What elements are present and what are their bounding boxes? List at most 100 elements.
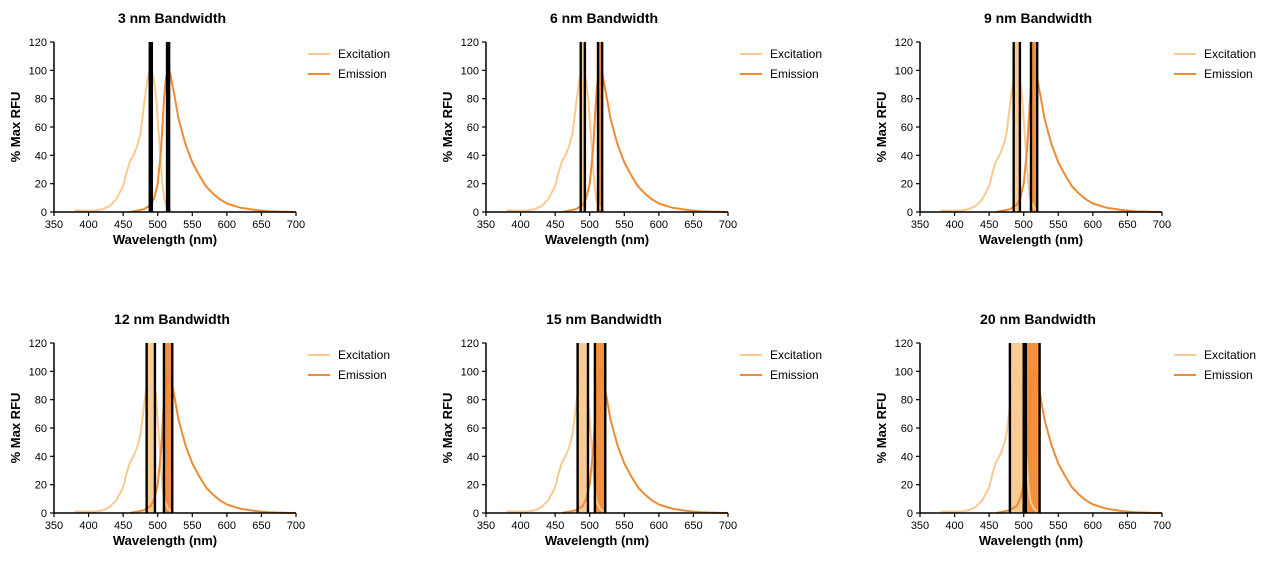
x-axis-label: Wavelength (nm) (545, 232, 649, 247)
x-tick-label: 550 (615, 219, 633, 231)
legend-emission-label: Emission (770, 368, 819, 382)
y-tick-label: 40 (901, 150, 913, 162)
y-tick-label: 0 (907, 207, 913, 219)
y-tick-label: 100 (895, 65, 913, 77)
chart-panel-20nm: 20 nm Bandwidth 350 400 450 500 550 600 650 700 0… (866, 301, 1262, 578)
x-tick-label: 700 (719, 520, 737, 532)
x-tick-label: 350 (45, 219, 63, 231)
y-tick-label: 120 (895, 338, 913, 350)
chart-title: 15 nm Bandwidth (546, 311, 662, 327)
y-tick-label: 0 (473, 207, 479, 219)
y-tick-label: 100 (895, 366, 913, 378)
x-tick-label: 600 (650, 520, 668, 532)
y-tick-label: 80 (35, 395, 47, 407)
y-tick-label: 120 (29, 37, 47, 49)
y-tick-label: 80 (901, 395, 913, 407)
x-tick-label: 700 (287, 219, 305, 231)
x-tick-label: 600 (650, 219, 668, 231)
chart-svg: 12 nm Bandwidth 350 400 450 500 550 600 650 700 0… (8, 311, 390, 548)
y-axis-label: % Max RFU (8, 393, 23, 464)
x-tick-label: 650 (1118, 520, 1136, 532)
y-axis-label: % Max RFU (874, 393, 889, 464)
y-axis-label: % Max RFU (8, 92, 23, 163)
emission-band (598, 42, 603, 212)
x-tick-label: 400 (79, 520, 97, 532)
y-tick-label: 40 (35, 451, 47, 463)
y-tick-label: 60 (901, 423, 913, 435)
y-tick-label: 20 (901, 480, 913, 492)
x-tick-label: 500 (1015, 520, 1033, 532)
x-tick-label: 500 (149, 520, 167, 532)
x-tick-label: 500 (581, 520, 599, 532)
excitation-curve (74, 69, 173, 212)
excitation-band (146, 343, 155, 513)
x-axis-label: Wavelength (nm) (979, 533, 1083, 548)
y-tick-label: 20 (467, 179, 479, 191)
x-axis-label: Wavelength (nm) (113, 232, 217, 247)
y-axis-label: % Max RFU (440, 393, 455, 464)
x-tick-label: 650 (684, 219, 702, 231)
excitation-band (580, 42, 585, 212)
y-axis-label: % Max RFU (440, 92, 455, 163)
x-tick-label: 350 (45, 520, 63, 532)
x-tick-label: 350 (911, 520, 929, 532)
x-tick-label: 600 (218, 219, 236, 231)
x-tick-label: 450 (546, 219, 564, 231)
excitation-curve (940, 69, 1039, 212)
y-tick-label: 0 (907, 508, 913, 520)
chart-title: 6 nm Bandwidth (550, 10, 658, 26)
y-tick-label: 60 (901, 122, 913, 134)
chart-panel-12nm: 12 nm Bandwidth 350 400 450 500 550 600 650 700 0… (0, 301, 420, 578)
x-tick-label: 350 (477, 219, 495, 231)
x-tick-label: 550 (615, 520, 633, 532)
chart-panel-6nm: 6 nm Bandwidth 350 400 450 500 550 600 650 700 0 2… (432, 0, 852, 277)
x-tick-label: 500 (1015, 219, 1033, 231)
y-tick-label: 120 (29, 338, 47, 350)
emission-band (1030, 42, 1038, 212)
y-tick-label: 100 (29, 366, 47, 378)
legend-excitation-label: Excitation (338, 348, 390, 362)
emission-band (1025, 343, 1040, 513)
legend-excitation-label: Excitation (1204, 47, 1256, 61)
y-tick-label: 120 (461, 338, 479, 350)
y-tick-label: 0 (473, 508, 479, 520)
x-tick-label: 400 (945, 520, 963, 532)
emission-curve (995, 370, 1163, 514)
y-tick-label: 40 (467, 451, 479, 463)
chart-title: 9 nm Bandwidth (984, 10, 1092, 26)
emission-band (163, 343, 173, 513)
y-axis-label: % Max RFU (874, 92, 889, 163)
legend-emission-label: Emission (338, 368, 387, 382)
y-tick-label: 60 (467, 423, 479, 435)
legend-emission-label: Emission (338, 67, 387, 81)
x-tick-label: 400 (511, 520, 529, 532)
x-tick-label: 500 (149, 219, 167, 231)
excitation-band (1013, 42, 1020, 212)
legend-excitation-label: Excitation (1204, 348, 1256, 362)
x-tick-label: 350 (911, 219, 929, 231)
chart-svg: 3 nm Bandwidth 350 400 450 500 550 600 650 700 0 2… (8, 10, 390, 247)
y-tick-label: 60 (35, 122, 47, 134)
chart-svg: 20 nm Bandwidth 350 400 450 500 550 600 650 700 0… (874, 311, 1256, 548)
excitation-curve (506, 69, 605, 212)
emission-curve (129, 69, 297, 213)
x-tick-label: 700 (719, 219, 737, 231)
y-tick-label: 80 (467, 94, 479, 106)
x-tick-label: 400 (79, 219, 97, 231)
chart-svg: 9 nm Bandwidth 350 400 450 500 550 600 650 700 0 2… (874, 10, 1256, 247)
excitation-band (1009, 343, 1024, 513)
legend-excitation-label: Excitation (770, 47, 822, 61)
chart-title: 3 nm Bandwidth (118, 10, 226, 26)
bandwidth-chart-grid: 3 nm Bandwidth 350 400 450 500 550 600 650 700 0 2… (0, 0, 1256, 548)
y-tick-label: 20 (467, 480, 479, 492)
y-tick-label: 120 (461, 37, 479, 49)
x-tick-label: 550 (1049, 219, 1067, 231)
x-tick-label: 350 (477, 520, 495, 532)
x-axis-label: Wavelength (nm) (545, 533, 649, 548)
y-tick-label: 40 (467, 150, 479, 162)
y-tick-label: 20 (35, 179, 47, 191)
chart-panel-3nm: 3 nm Bandwidth 350 400 450 500 550 600 650 700 0 2… (0, 0, 420, 277)
x-tick-label: 450 (114, 219, 132, 231)
y-tick-label: 80 (467, 395, 479, 407)
y-tick-label: 20 (901, 179, 913, 191)
